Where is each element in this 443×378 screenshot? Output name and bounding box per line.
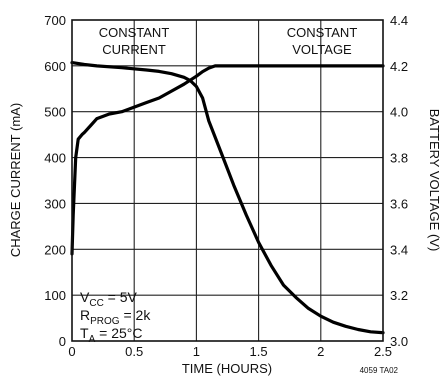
- y-right-tick-label-3: 3.6: [390, 196, 408, 211]
- y-left-tick-label-3: 300: [44, 196, 66, 211]
- x-tick-label-4: 2: [317, 344, 324, 359]
- y-axis-right-title: BATTERY VOLTAGE (V): [427, 109, 442, 252]
- y-left-tick-label-0: 0: [59, 334, 66, 349]
- y-left-tick-label-5: 500: [44, 105, 66, 120]
- region-label-cc-line2: CURRENT: [102, 42, 166, 57]
- y-right-tick-label-5: 4.0: [390, 105, 408, 120]
- annotation-vcc: VCC = 5V: [80, 289, 138, 309]
- x-tick-label-2: 1: [193, 344, 200, 359]
- y-right-tick-label-6: 4.2: [390, 59, 408, 74]
- plot-frame: [71, 19, 384, 342]
- region-label-cc-line1: CONSTANT: [99, 25, 170, 40]
- y-left-tick-label-7: 700: [44, 13, 66, 28]
- y-left-tick-label-4: 400: [44, 151, 66, 166]
- y-right-tick-label-7: 4.4: [390, 13, 408, 28]
- y-left-tick-label-2: 200: [44, 242, 66, 257]
- y-axis-left-title: CHARGE CURRENT (mA): [8, 103, 23, 257]
- battery-voltage-curve: [70, 64, 385, 256]
- y-right-tick-label-4: 3.8: [390, 151, 408, 166]
- y-left-tick-label-6: 600: [44, 59, 66, 74]
- x-axis-title: TIME (HOURS): [182, 361, 272, 376]
- region-label-cv-line1: CONSTANT: [287, 25, 358, 40]
- y-right-tick-label-0: 3.0: [390, 334, 408, 349]
- x-tick-label-5: 2.5: [374, 344, 392, 359]
- charge-current-curve: [70, 60, 385, 335]
- y-left-tick-label-1: 100: [44, 288, 66, 303]
- curves: [70, 60, 385, 335]
- x-tick-label-3: 1.5: [250, 344, 268, 359]
- x-tick-label-1: 0.5: [125, 344, 143, 359]
- annotation-rprog: RPROG = 2k: [80, 307, 151, 327]
- annotation-ta: TA = 25°C: [80, 325, 142, 345]
- y-right-tick-label-2: 3.4: [390, 242, 408, 257]
- x-tick-label-0: 0: [68, 344, 75, 359]
- y-right-tick-label-1: 3.2: [390, 288, 408, 303]
- figure-code: 4059 TA02: [360, 366, 399, 375]
- tick-labels: 0 0.5 1 1.5 2 2.5 0 100 200 300 400 500 600 700 3.0 3.2…: [44, 13, 408, 359]
- region-label-cv-line2: VOLTAGE: [292, 42, 352, 57]
